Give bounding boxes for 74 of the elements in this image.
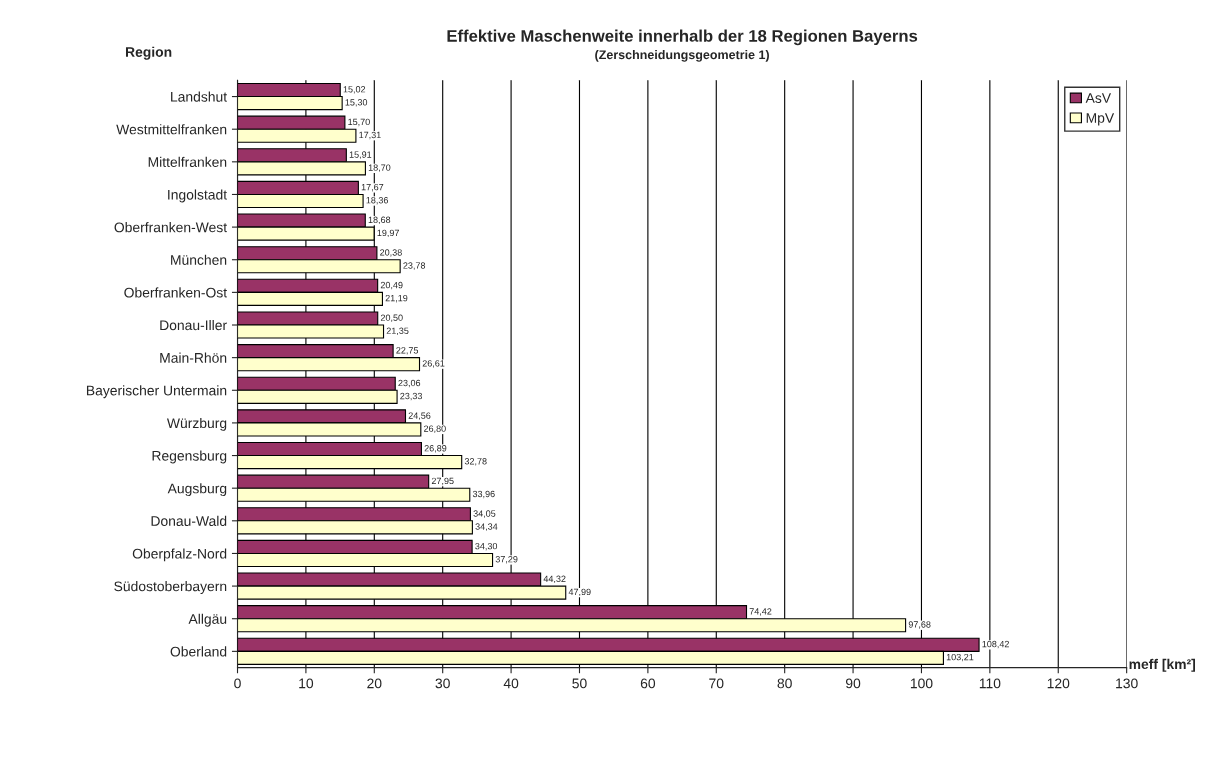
data-label: 97,68: [908, 621, 931, 629]
data-label: 17,31: [359, 131, 381, 140]
x-tick-label: 70: [709, 678, 724, 689]
y-tick-label: Oberland: [170, 646, 227, 657]
data-label: 108,42: [982, 640, 1009, 649]
data-label: 32,78: [464, 458, 487, 466]
x-tick-label: 60: [640, 678, 656, 689]
data-label: 15,02: [343, 86, 366, 94]
y-tick-label: Würzburg: [166, 417, 227, 431]
data-label: 44,32: [543, 575, 566, 584]
data-label: 20,38: [380, 249, 402, 257]
data-label: 21,35: [386, 327, 409, 336]
y-tick-label: Donau-Iller: [160, 319, 227, 331]
data-label: 34,30: [475, 542, 498, 551]
data-label: 37,29: [495, 556, 518, 564]
data-label: 18,36: [366, 197, 389, 205]
legend-label: AsV: [1085, 93, 1112, 103]
y-tick-label: Oberfranken-Ost: [124, 287, 227, 298]
y-tick-label: Südostoberbayern: [114, 581, 227, 594]
data-label: 34,34: [475, 523, 498, 531]
data-label: 34,05: [473, 510, 496, 518]
data-label: 19,97: [377, 229, 399, 238]
x-tick-label: 130: [1116, 678, 1138, 689]
data-label: 27,95: [431, 477, 454, 486]
y-tick-label: Oberfranken-West: [114, 222, 227, 233]
x-tick-label: 20: [367, 678, 382, 689]
y-tick-label: Regensburg: [152, 450, 227, 464]
data-label: 15,91: [349, 151, 372, 159]
data-label: 17,67: [361, 183, 384, 192]
y-tick-label: Landshut: [171, 91, 227, 102]
x-axis-title: meff [km²]: [1129, 658, 1195, 672]
data-label: 15,30: [345, 99, 368, 107]
x-tick-label: 100: [910, 678, 933, 689]
data-label: 33,96: [472, 490, 495, 499]
x-tick-label: 0: [234, 678, 241, 689]
y-tick-label: Oberpfalz-Nord: [132, 548, 227, 562]
chart-title: Effektive Maschenweite innerhalb der 18 Regionen Bayerns: [447, 29, 918, 46]
y-tick-label: Mittelfranken: [148, 156, 227, 167]
data-label: 26,61: [422, 360, 445, 368]
x-tick-label: 110: [979, 678, 1001, 689]
x-tick-label: 120: [1047, 678, 1070, 689]
y-tick-label: Allgäu: [188, 613, 227, 627]
data-label: 23,33: [400, 392, 423, 401]
data-label: 21,19: [385, 294, 408, 303]
x-tick-label: 10: [299, 678, 314, 689]
data-label: 23,78: [403, 262, 426, 270]
data-label: 26,89: [424, 445, 447, 453]
data-label: 74,42: [749, 608, 772, 616]
data-label: 24,56: [408, 412, 431, 420]
data-label: 22,75: [396, 347, 419, 355]
y-tick-label: Donau-Wald: [151, 515, 227, 526]
x-tick-label: 90: [846, 678, 861, 689]
data-label: 15,70: [348, 118, 370, 127]
y-tick-label: Bayerischer Untermain: [86, 385, 227, 399]
data-label: 18,70: [368, 164, 391, 172]
data-label: 47,99: [568, 588, 591, 597]
x-tick-label: 40: [503, 678, 519, 689]
data-label: 23,06: [398, 379, 421, 388]
x-tick-label: 30: [435, 678, 450, 689]
data-label: 20,49: [380, 281, 403, 290]
y-tick-label: München: [171, 254, 227, 265]
chart-subtitle: (Zerschneidungsgeometrie 1): [595, 49, 769, 62]
data-label: 103,21: [946, 653, 974, 662]
y-tick-label: Main-Rhön: [160, 352, 227, 363]
x-tick-label: 50: [572, 678, 587, 689]
y-axis-title: Region: [125, 46, 172, 60]
data-label: 20,50: [380, 314, 403, 322]
y-tick-label: Ingolstadt: [168, 189, 227, 203]
data-label: 18,68: [368, 216, 391, 225]
legend-label: MpV: [1086, 113, 1115, 126]
data-label: 26,80: [424, 425, 446, 433]
x-tick-label: 80: [777, 678, 792, 689]
y-tick-label: Westmittelfranken: [116, 124, 227, 135]
y-tick-label: Augsburg: [167, 483, 227, 497]
